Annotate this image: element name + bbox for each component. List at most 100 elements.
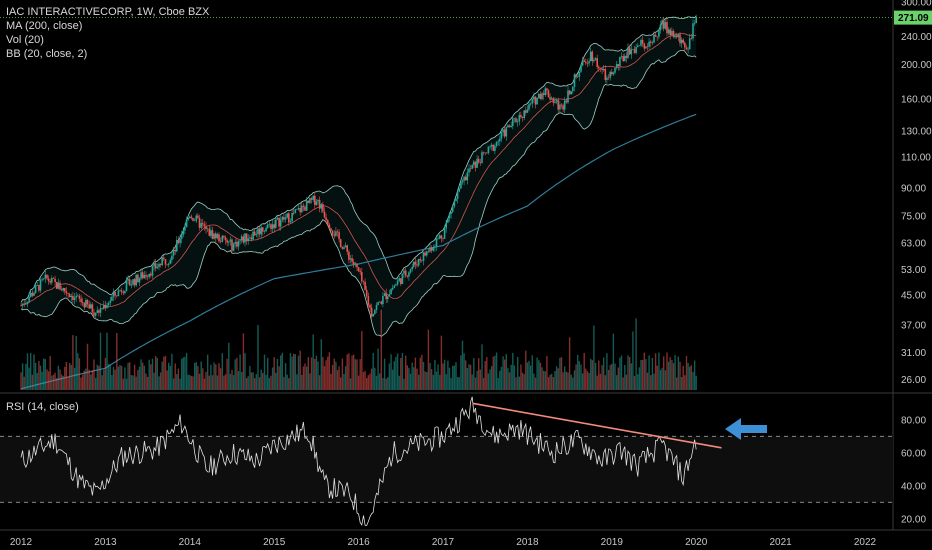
- candle-body: [112, 291, 115, 297]
- volume-bar: [208, 375, 210, 390]
- candle-body: [661, 20, 663, 25]
- candle-body: [128, 279, 131, 286]
- volume-bar: [443, 359, 446, 390]
- volume-bar: [260, 369, 262, 390]
- candle-body: [343, 247, 345, 249]
- candle-body: [413, 261, 415, 267]
- candle-body: [33, 292, 35, 296]
- candle-body: [292, 213, 295, 214]
- candle-body: [682, 39, 684, 43]
- candle-body: [216, 234, 219, 239]
- volume-bar: [95, 377, 97, 390]
- volume-bar: [67, 376, 69, 390]
- volume-bar: [179, 378, 181, 390]
- candle-body: [531, 99, 534, 104]
- candle-body: [383, 293, 386, 296]
- volume-bar: [120, 365, 123, 390]
- volume-bar: [284, 363, 287, 390]
- volume-bar: [499, 370, 501, 390]
- rsi-legend-item[interactable]: RSI (14, close): [6, 401, 79, 413]
- volume-bar: [413, 367, 415, 390]
- volume-bar: [555, 366, 558, 390]
- candle-body: [481, 152, 483, 164]
- ma-legend-item[interactable]: MA (200, close): [6, 20, 83, 32]
- candle-body: [627, 47, 629, 58]
- volume-bar: [570, 374, 572, 390]
- volume-bar: [476, 370, 478, 390]
- volume-bar: [33, 354, 35, 390]
- candle-body: [159, 263, 162, 265]
- candle-body: [456, 191, 459, 199]
- volume-bar: [487, 373, 490, 390]
- candle-body: [622, 56, 624, 61]
- price-tick-label: 130.00: [901, 127, 932, 138]
- candle-body: [250, 237, 253, 240]
- candle-body: [497, 141, 499, 142]
- candle-body: [80, 298, 82, 303]
- candle-body: [156, 267, 159, 269]
- candle-body: [283, 217, 285, 220]
- volume-bar: [223, 375, 225, 390]
- candle-body: [648, 41, 650, 47]
- candle-body: [281, 217, 284, 220]
- candle-body: [318, 200, 321, 209]
- volume-bar: [468, 364, 470, 390]
- candle-body: [651, 42, 654, 44]
- volume-bar: [590, 358, 592, 390]
- candle-body: [409, 269, 412, 273]
- volume-bar: [297, 355, 300, 390]
- rsi-tick-label: 60.00: [901, 448, 926, 459]
- volume-bar: [60, 374, 63, 390]
- price-tick-label: 37.00: [901, 321, 926, 332]
- volume-bar: [659, 370, 662, 390]
- symbol-title[interactable]: IAC INTERACTIVECORP, 1W, Cboe BZX: [6, 6, 210, 18]
- candle-body: [453, 201, 456, 207]
- candle-body: [219, 241, 222, 243]
- candle-body: [200, 223, 202, 228]
- candle-body: [221, 235, 224, 242]
- volume-bar: [422, 361, 425, 390]
- candle-body: [469, 168, 472, 170]
- candle-body: [211, 230, 214, 239]
- volume-bar: [578, 361, 580, 390]
- candle-body: [424, 252, 426, 256]
- candle-body: [229, 239, 232, 242]
- volume-bar: [166, 370, 168, 390]
- candle-body: [310, 198, 313, 200]
- volume-bar: [572, 377, 574, 390]
- candle-body: [404, 270, 407, 276]
- volume-bar: [185, 352, 188, 390]
- volume-bar: [250, 372, 253, 390]
- candle-body: [581, 60, 584, 66]
- candle-body: [653, 34, 655, 43]
- volume-bar: [38, 360, 40, 390]
- candle-body: [166, 264, 168, 266]
- volume-bar: [541, 367, 543, 390]
- candle-body: [589, 51, 592, 62]
- candle-body: [169, 260, 172, 264]
- volume-bar: [513, 365, 516, 390]
- volume-bar: [247, 376, 249, 390]
- candle-body: [448, 214, 451, 218]
- volume-bar: [357, 375, 360, 390]
- candle-body: [249, 237, 251, 239]
- volume-bar: [137, 370, 139, 390]
- volume-bar: [138, 366, 141, 390]
- candle-body: [351, 258, 353, 262]
- candle-body: [687, 48, 689, 50]
- volume-bar: [263, 354, 266, 390]
- candle-body: [549, 97, 551, 100]
- vol-legend-item[interactable]: Vol (20): [6, 34, 44, 46]
- volume-bar: [271, 367, 274, 390]
- volume-bar: [392, 369, 394, 390]
- volume-bar: [684, 375, 686, 390]
- volume-bar: [354, 359, 357, 390]
- candle-body: [210, 230, 212, 236]
- candle-body: [606, 77, 608, 80]
- candle-body: [539, 94, 542, 100]
- candle-body: [628, 47, 631, 55]
- bb-legend-item[interactable]: BB (20, close, 2): [6, 48, 88, 60]
- volume-bar: [674, 355, 676, 390]
- candle-body: [591, 51, 594, 62]
